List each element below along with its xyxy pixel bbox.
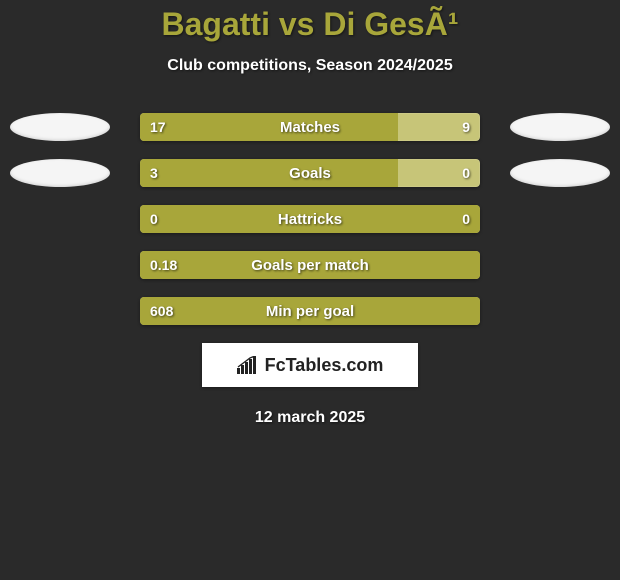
source-logo[interactable]: FcTables.com <box>202 343 418 387</box>
stat-bars: Matches179 Goals30 Hattricks00 Goals per ma… <box>0 113 620 325</box>
stat-row: Goals per match0.18 <box>0 251 620 279</box>
bar-chart-icon <box>237 356 259 374</box>
stat-bar-track: Goals30 <box>140 159 480 187</box>
player-avatar-right <box>510 159 610 187</box>
stat-row: Hattricks00 <box>0 205 620 233</box>
player-avatar-right <box>510 113 610 141</box>
stat-row: Matches179 <box>0 113 620 141</box>
stat-bar-track: Min per goal608 <box>140 297 480 325</box>
stat-row: Goals30 <box>0 159 620 187</box>
stat-bar-track: Matches179 <box>140 113 480 141</box>
stat-value-right: 9 <box>462 113 470 141</box>
stat-bar-fill <box>140 159 398 187</box>
page-title: Bagatti vs Di GesÃ¹ <box>0 6 620 43</box>
player-avatar-left <box>10 159 110 187</box>
player-avatar-left <box>10 113 110 141</box>
stat-value-right: 0 <box>462 159 470 187</box>
stat-bar-fill <box>140 297 480 325</box>
stat-bar-track: Hattricks00 <box>140 205 480 233</box>
title-player-left: Bagatti <box>162 6 270 42</box>
stat-bar-fill <box>140 251 480 279</box>
logo-text: FcTables.com <box>265 355 384 376</box>
comparison-widget: Bagatti vs Di GesÃ¹ Club competitions, S… <box>0 0 620 580</box>
stat-row: Min per goal608 <box>0 297 620 325</box>
subtitle: Club competitions, Season 2024/2025 <box>0 57 620 75</box>
stat-bar-track: Goals per match0.18 <box>140 251 480 279</box>
date-label: 12 march 2025 <box>0 409 620 427</box>
title-vs: vs <box>270 6 323 42</box>
stat-bar-fill <box>140 205 480 233</box>
title-player-right: Di GesÃ¹ <box>323 6 458 42</box>
stat-bar-fill <box>140 113 398 141</box>
